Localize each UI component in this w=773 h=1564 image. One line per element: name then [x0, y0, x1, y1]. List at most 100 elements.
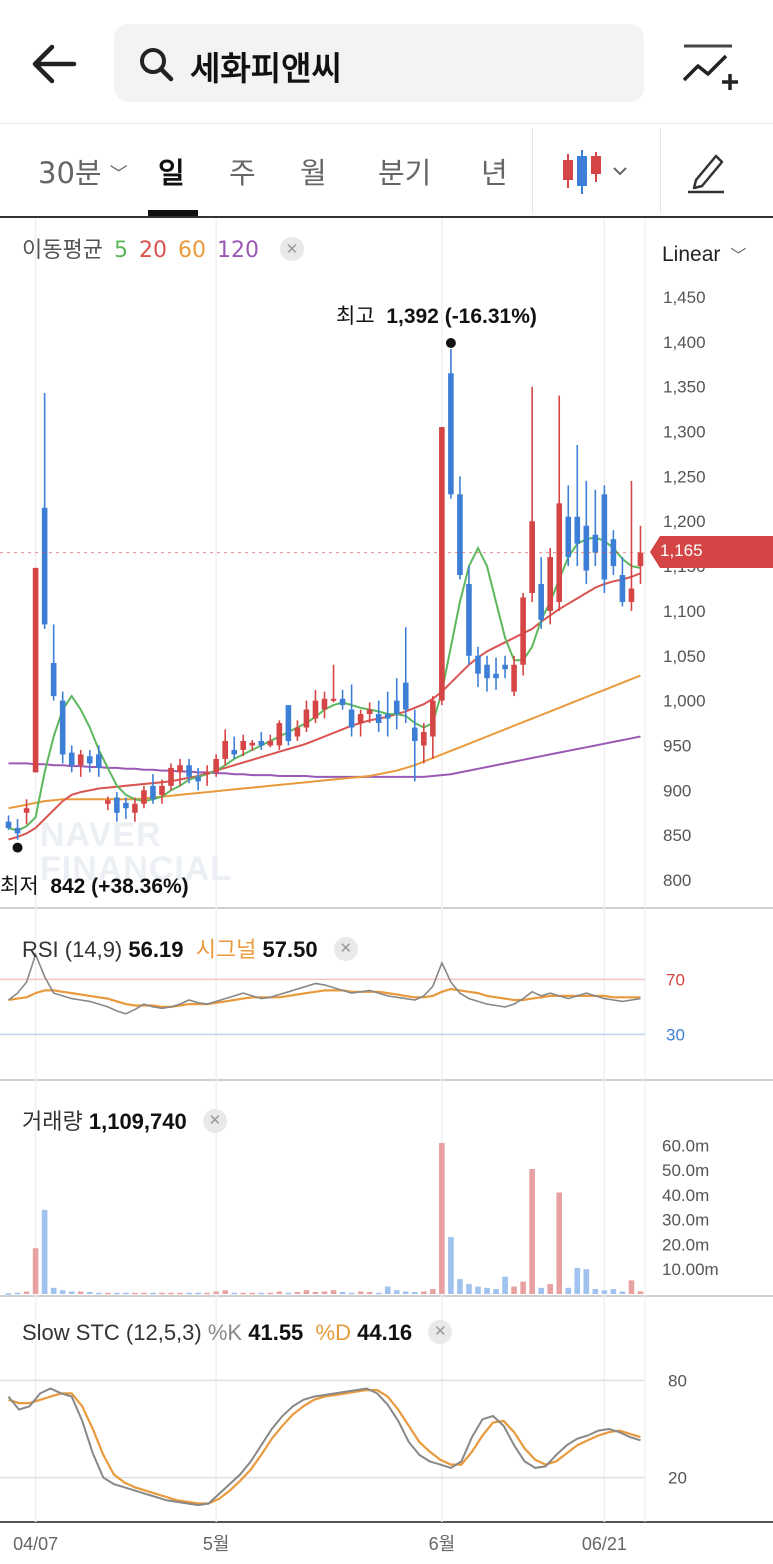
volume-bar	[529, 1168, 535, 1294]
volume-bar	[213, 1291, 219, 1294]
rsi-line	[8, 952, 641, 1015]
price-axis-tick: 850	[663, 826, 691, 845]
candle-body	[303, 709, 310, 728]
candle	[276, 720, 283, 750]
candle	[448, 349, 454, 499]
price-axis-tick: 1,450	[663, 288, 706, 307]
volume-bar	[448, 1237, 454, 1294]
candle-body	[475, 655, 481, 674]
close-icon[interactable]: ✕	[202, 1109, 227, 1134]
candle-body	[249, 742, 256, 746]
candle	[502, 655, 508, 679]
tab-week[interactable]: 주	[229, 156, 256, 190]
candle-body	[177, 765, 183, 773]
close-icon[interactable]: ✕	[333, 937, 358, 962]
tab-30min[interactable]: 30분 ﹀	[38, 150, 128, 192]
candle	[141, 785, 147, 809]
rsi-signal-label: 시그널	[195, 937, 257, 962]
ma60-label: 60	[177, 238, 206, 263]
price-axis-tick: 1,350	[663, 378, 706, 397]
candle	[574, 444, 581, 567]
x-axis-label: 6월	[429, 1534, 456, 1554]
ma5-line	[8, 536, 641, 832]
candle-body	[439, 427, 445, 701]
volume-bar	[348, 1292, 355, 1295]
search-input[interactable]: 세화피앤씨	[114, 24, 644, 102]
candle	[312, 689, 319, 724]
volume-bar	[32, 1248, 39, 1294]
candle-body	[384, 714, 391, 719]
candle	[222, 729, 228, 766]
volume-bar	[77, 1291, 84, 1294]
volume-bar	[294, 1292, 301, 1294]
stc-lower-label: 20	[668, 1469, 687, 1488]
stock-chart[interactable]: 04/07 5월 6월 06/21 1,450 1,400 1,350 1,300 1,250 1…	[0, 218, 773, 1564]
volume-bar	[267, 1292, 274, 1295]
chevron-down-icon: ﹀	[730, 248, 747, 265]
volume-bar	[511, 1286, 517, 1294]
volume-bar	[23, 1291, 30, 1294]
close-icon[interactable]: ✕	[279, 237, 304, 261]
candle	[348, 684, 355, 737]
candle-body	[258, 740, 265, 746]
pencil-draw-icon[interactable]	[686, 150, 726, 194]
rsi-signal-value: 57.50	[262, 937, 318, 962]
candle	[41, 392, 48, 629]
high-marker	[445, 338, 456, 349]
price-axis-tick: 1,050	[663, 647, 706, 666]
tab-month[interactable]: 월	[300, 156, 327, 190]
candle-body	[601, 494, 608, 580]
tab-day[interactable]: 일	[158, 156, 185, 190]
volume-bar	[312, 1292, 319, 1294]
volume-bar	[330, 1290, 337, 1294]
candle	[556, 395, 563, 611]
candle	[421, 723, 427, 764]
candle-body	[628, 588, 635, 602]
volume-bar	[204, 1292, 210, 1295]
tab-year[interactable]: 년	[481, 156, 508, 190]
price-axis-tick: 1,100	[663, 602, 706, 621]
volume-bar	[231, 1292, 238, 1295]
candle	[168, 763, 174, 791]
volume-bar	[186, 1292, 192, 1295]
candle	[610, 530, 617, 576]
candle	[457, 476, 463, 580]
candle	[484, 655, 490, 692]
volume-bar	[439, 1142, 445, 1294]
x-axis-label: 06/21	[582, 1534, 627, 1554]
low-marker	[12, 842, 23, 853]
candle	[628, 480, 635, 611]
volume-bar	[177, 1292, 183, 1295]
candle-body	[213, 758, 219, 773]
candle	[77, 749, 84, 777]
volume-bar	[14, 1292, 21, 1295]
candle	[520, 592, 526, 676]
volume-bar	[375, 1292, 382, 1295]
candle-body	[448, 373, 454, 495]
stc-d-value: 44.16	[357, 1320, 413, 1345]
ma-legend: 이동평균 5 20 60 120 ✕	[22, 232, 308, 264]
watermark: NAVER FINANCIAL	[40, 816, 233, 888]
candle-body	[105, 800, 111, 804]
tab-quarter[interactable]: 분기	[378, 156, 432, 190]
volume-bar	[357, 1291, 364, 1294]
candle-type-icon[interactable]	[560, 148, 630, 198]
scale-select[interactable]: Linear ﹀	[662, 242, 746, 267]
candle-body	[95, 754, 102, 768]
volume-bar	[258, 1292, 265, 1295]
price-axis-tick: 1,200	[663, 512, 706, 531]
volume-bar	[402, 1291, 409, 1294]
candle-body	[222, 740, 228, 759]
top-bar: 세화피앤씨	[0, 0, 773, 124]
volume-bar	[41, 1209, 48, 1294]
volume-bar	[195, 1292, 201, 1295]
candle-body	[511, 664, 517, 692]
close-icon[interactable]: ✕	[428, 1320, 453, 1345]
x-axis-label: 04/07	[13, 1534, 58, 1554]
candle	[249, 740, 256, 751]
back-arrow-icon[interactable]	[24, 34, 84, 94]
price-axis-tick: 950	[663, 736, 691, 755]
compare-chart-add-icon[interactable]	[680, 40, 740, 92]
high-value: 1,392 (-16.31%)	[386, 305, 537, 328]
rsi-upper-label: 70	[666, 970, 685, 989]
